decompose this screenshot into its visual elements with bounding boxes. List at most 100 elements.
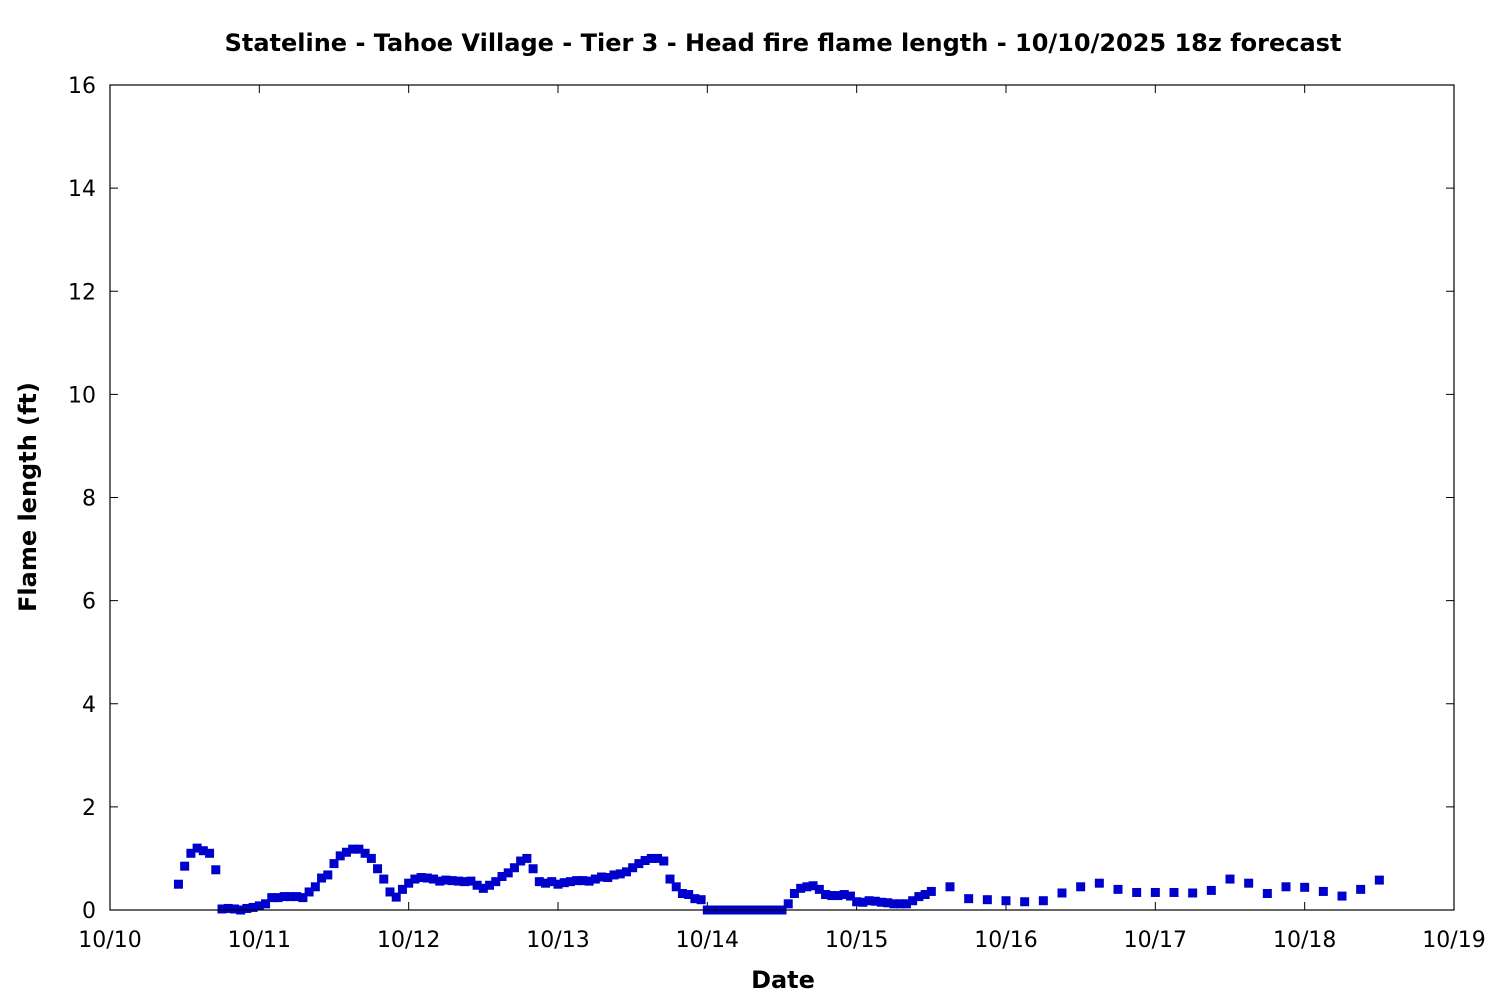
y-axis-label: Flame length (ft) bbox=[14, 382, 42, 612]
data-point bbox=[646, 853, 656, 863]
data-point bbox=[827, 891, 837, 901]
data-point bbox=[808, 881, 818, 891]
data-point bbox=[565, 877, 575, 887]
axis-ticks: 10/10 10/11 10/12 10/13 10/14 10/15 10/16 10/17… bbox=[68, 74, 1486, 953]
data-point bbox=[447, 876, 457, 886]
data-point bbox=[541, 878, 551, 888]
y-tick-label: 14 bbox=[68, 177, 96, 202]
x-tick-label: 10/17 bbox=[1124, 928, 1187, 953]
data-point bbox=[435, 876, 445, 886]
data-point bbox=[534, 877, 544, 887]
data-point bbox=[248, 902, 258, 912]
x-tick-label: 10/12 bbox=[377, 928, 440, 953]
y-tick-label: 0 bbox=[82, 899, 96, 924]
data-point bbox=[821, 890, 831, 900]
data-points bbox=[173, 843, 1384, 915]
data-point bbox=[366, 853, 376, 863]
data-point bbox=[516, 856, 526, 866]
data-point bbox=[478, 883, 488, 893]
x-tick-label: 10/15 bbox=[825, 928, 888, 953]
data-point bbox=[317, 873, 327, 883]
data-point bbox=[223, 903, 233, 913]
data-point bbox=[870, 896, 880, 906]
data-point bbox=[472, 880, 482, 890]
data-point bbox=[609, 870, 619, 880]
data-point bbox=[1094, 878, 1104, 888]
data-point bbox=[895, 899, 905, 909]
data-point bbox=[1001, 896, 1011, 906]
data-point bbox=[690, 894, 700, 904]
data-point bbox=[1132, 887, 1142, 897]
data-point bbox=[908, 896, 918, 906]
data-point bbox=[397, 884, 407, 894]
data-point bbox=[1262, 889, 1272, 898]
x-tick-label: 10/11 bbox=[228, 928, 291, 953]
data-point bbox=[310, 882, 320, 892]
data-point bbox=[926, 886, 936, 896]
plot-frame bbox=[109, 84, 1455, 911]
data-point bbox=[485, 880, 495, 890]
x-tick-label: 10/14 bbox=[676, 928, 739, 953]
data-point bbox=[858, 897, 868, 907]
data-point bbox=[1076, 882, 1086, 892]
data-point bbox=[665, 874, 675, 884]
data-point bbox=[404, 878, 414, 888]
data-point bbox=[205, 848, 215, 858]
data-point bbox=[522, 853, 532, 863]
data-point bbox=[460, 877, 470, 887]
x-tick-label: 10/19 bbox=[1422, 928, 1485, 953]
data-point bbox=[211, 865, 221, 875]
data-point bbox=[684, 890, 694, 900]
data-point bbox=[373, 864, 383, 874]
data-point bbox=[354, 844, 364, 854]
data-point bbox=[304, 887, 314, 897]
data-point bbox=[1244, 878, 1254, 888]
x-axis-label: Date bbox=[751, 966, 815, 994]
data-point bbox=[1113, 884, 1123, 894]
data-point bbox=[441, 875, 451, 885]
y-tick-label: 16 bbox=[68, 74, 96, 99]
data-point bbox=[964, 894, 974, 904]
x-tick-label: 10/10 bbox=[78, 928, 141, 953]
y-tick-label: 4 bbox=[82, 693, 96, 718]
data-point bbox=[814, 884, 824, 894]
data-point bbox=[653, 853, 663, 863]
data-point bbox=[590, 874, 600, 884]
data-point bbox=[180, 861, 190, 871]
x-tick-label: 10/18 bbox=[1273, 928, 1336, 953]
data-point bbox=[696, 895, 706, 905]
data-point bbox=[491, 877, 501, 887]
data-point bbox=[945, 882, 955, 892]
data-point bbox=[186, 848, 196, 858]
x-tick-label: 10/13 bbox=[526, 928, 589, 953]
data-point bbox=[802, 882, 812, 892]
data-point bbox=[192, 843, 202, 853]
data-point bbox=[621, 867, 631, 877]
data-point bbox=[348, 844, 358, 854]
data-point bbox=[889, 899, 899, 909]
y-tick-label: 10 bbox=[68, 383, 96, 408]
data-point bbox=[852, 897, 862, 907]
data-point bbox=[547, 877, 557, 887]
data-point bbox=[360, 848, 370, 858]
data-point bbox=[1281, 882, 1291, 892]
data-point bbox=[379, 874, 389, 884]
data-point bbox=[273, 893, 283, 903]
data-point bbox=[1150, 887, 1160, 897]
data-point bbox=[242, 903, 252, 913]
data-point bbox=[198, 846, 208, 856]
data-point bbox=[410, 874, 420, 884]
data-point bbox=[864, 896, 874, 906]
data-point bbox=[323, 870, 333, 880]
data-point bbox=[634, 859, 644, 869]
data-point bbox=[615, 869, 625, 879]
data-point bbox=[279, 892, 289, 902]
data-point bbox=[901, 899, 911, 909]
data-point bbox=[1356, 884, 1366, 894]
data-point bbox=[466, 876, 476, 886]
data-point bbox=[453, 876, 463, 886]
data-point bbox=[628, 863, 638, 873]
data-point bbox=[1057, 888, 1067, 898]
data-point bbox=[1374, 875, 1384, 885]
data-point bbox=[1169, 887, 1179, 897]
